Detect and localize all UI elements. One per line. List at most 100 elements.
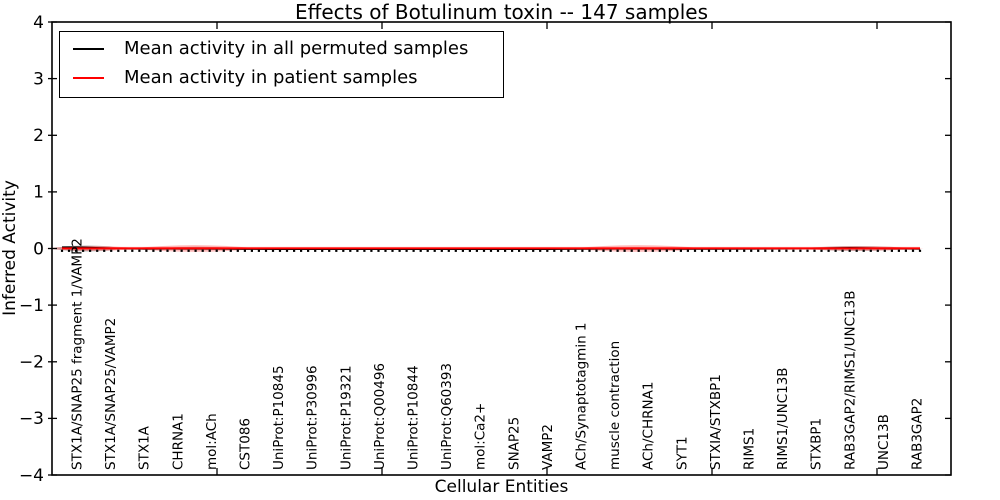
marker	[750, 249, 753, 252]
marker	[876, 249, 879, 252]
marker	[250, 249, 253, 252]
marker	[623, 249, 626, 252]
marker	[208, 249, 211, 252]
marker	[834, 249, 837, 252]
marker	[215, 249, 218, 252]
x-tick-label: mol:ACh	[204, 413, 220, 470]
marker	[827, 249, 830, 252]
x-tick-label: ACh/CHRNA1	[641, 382, 657, 470]
x-tick-label: mol:Ca2+	[473, 403, 489, 470]
x-tick-label: RIMS1	[741, 428, 757, 470]
x-tick-label: SNAP25	[506, 417, 522, 470]
x-tick-label: UniProt:Q60393	[439, 363, 455, 470]
marker	[714, 249, 718, 252]
marker	[504, 249, 507, 252]
y-tick-label: 4	[33, 13, 44, 33]
marker	[883, 249, 886, 252]
marker	[496, 249, 500, 252]
marker	[609, 249, 612, 252]
marker	[665, 249, 668, 252]
x-tick-label: UniProt:P30996	[305, 365, 321, 470]
marker	[433, 249, 436, 252]
marker	[672, 249, 675, 252]
marker	[792, 249, 795, 252]
marker	[419, 249, 422, 252]
marker	[349, 249, 352, 252]
marker	[468, 249, 471, 252]
marker	[426, 249, 429, 252]
marker	[363, 249, 366, 252]
marker	[405, 249, 408, 252]
x-axis-label: Cellular Entities	[434, 477, 569, 497]
marker	[841, 249, 844, 252]
y-tick-label: 1	[33, 183, 44, 203]
marker	[278, 249, 282, 252]
marker	[764, 249, 767, 252]
marker	[264, 249, 268, 252]
legend-label-permuted: Mean activity in all permuted samples	[124, 38, 469, 59]
marker	[588, 249, 591, 252]
marker	[307, 249, 310, 252]
marker	[138, 249, 141, 252]
legend-line-patient-icon	[73, 76, 104, 79]
marker	[567, 249, 570, 252]
marker	[173, 249, 176, 252]
marker	[489, 249, 493, 252]
marker	[911, 249, 915, 252]
y-tick-label: 3	[33, 69, 44, 89]
marker	[736, 249, 739, 252]
marker	[342, 249, 345, 252]
marker	[806, 249, 809, 252]
marker	[813, 249, 816, 252]
marker	[60, 249, 64, 252]
marker	[904, 249, 907, 252]
marker	[700, 249, 704, 252]
y-tick-label: −4	[19, 466, 44, 486]
marker	[560, 249, 563, 252]
x-tick-label: RAB3GAP2	[909, 398, 925, 470]
legend-item: Mean activity in patient samples	[60, 63, 503, 92]
marker	[553, 249, 556, 252]
marker	[384, 249, 387, 252]
marker	[595, 249, 598, 252]
marker	[686, 249, 689, 252]
x-tick-label: UniProt:Q00496	[372, 363, 388, 470]
marker	[103, 249, 106, 252]
marker	[707, 249, 711, 252]
marker	[729, 249, 732, 252]
marker	[412, 249, 415, 252]
marker	[370, 249, 373, 252]
x-tick-label: SYT1	[674, 436, 690, 470]
marker	[644, 249, 647, 252]
marker	[581, 249, 584, 252]
y-tick-label: −3	[19, 409, 44, 429]
marker	[461, 249, 464, 252]
x-tick-label: ACh/Synaptotagmin 1	[573, 322, 589, 470]
marker	[897, 249, 900, 252]
marker	[532, 249, 535, 252]
marker	[236, 249, 239, 252]
y-axis-label: Inferred Activity	[0, 180, 20, 316]
marker	[862, 249, 865, 252]
x-tick-label: STX1A/SNAP25 fragment 1/VAMP2	[69, 238, 85, 470]
marker	[201, 249, 204, 252]
marker	[391, 249, 394, 252]
x-tick-label: UniProt:P19321	[338, 365, 354, 470]
marker	[454, 249, 457, 252]
marker	[722, 249, 725, 252]
marker	[117, 249, 120, 252]
marker	[785, 249, 788, 252]
marker	[482, 249, 486, 252]
marker	[75, 249, 78, 252]
legend-line-permuted-icon	[73, 47, 104, 50]
marker	[145, 249, 148, 252]
marker	[525, 249, 528, 252]
marker	[679, 249, 682, 252]
marker	[820, 249, 823, 252]
y-tick-label: 0	[33, 239, 44, 259]
x-tick-label: VAMP2	[540, 424, 556, 470]
marker	[757, 249, 760, 252]
legend-item: Mean activity in all permuted samples	[60, 34, 503, 63]
